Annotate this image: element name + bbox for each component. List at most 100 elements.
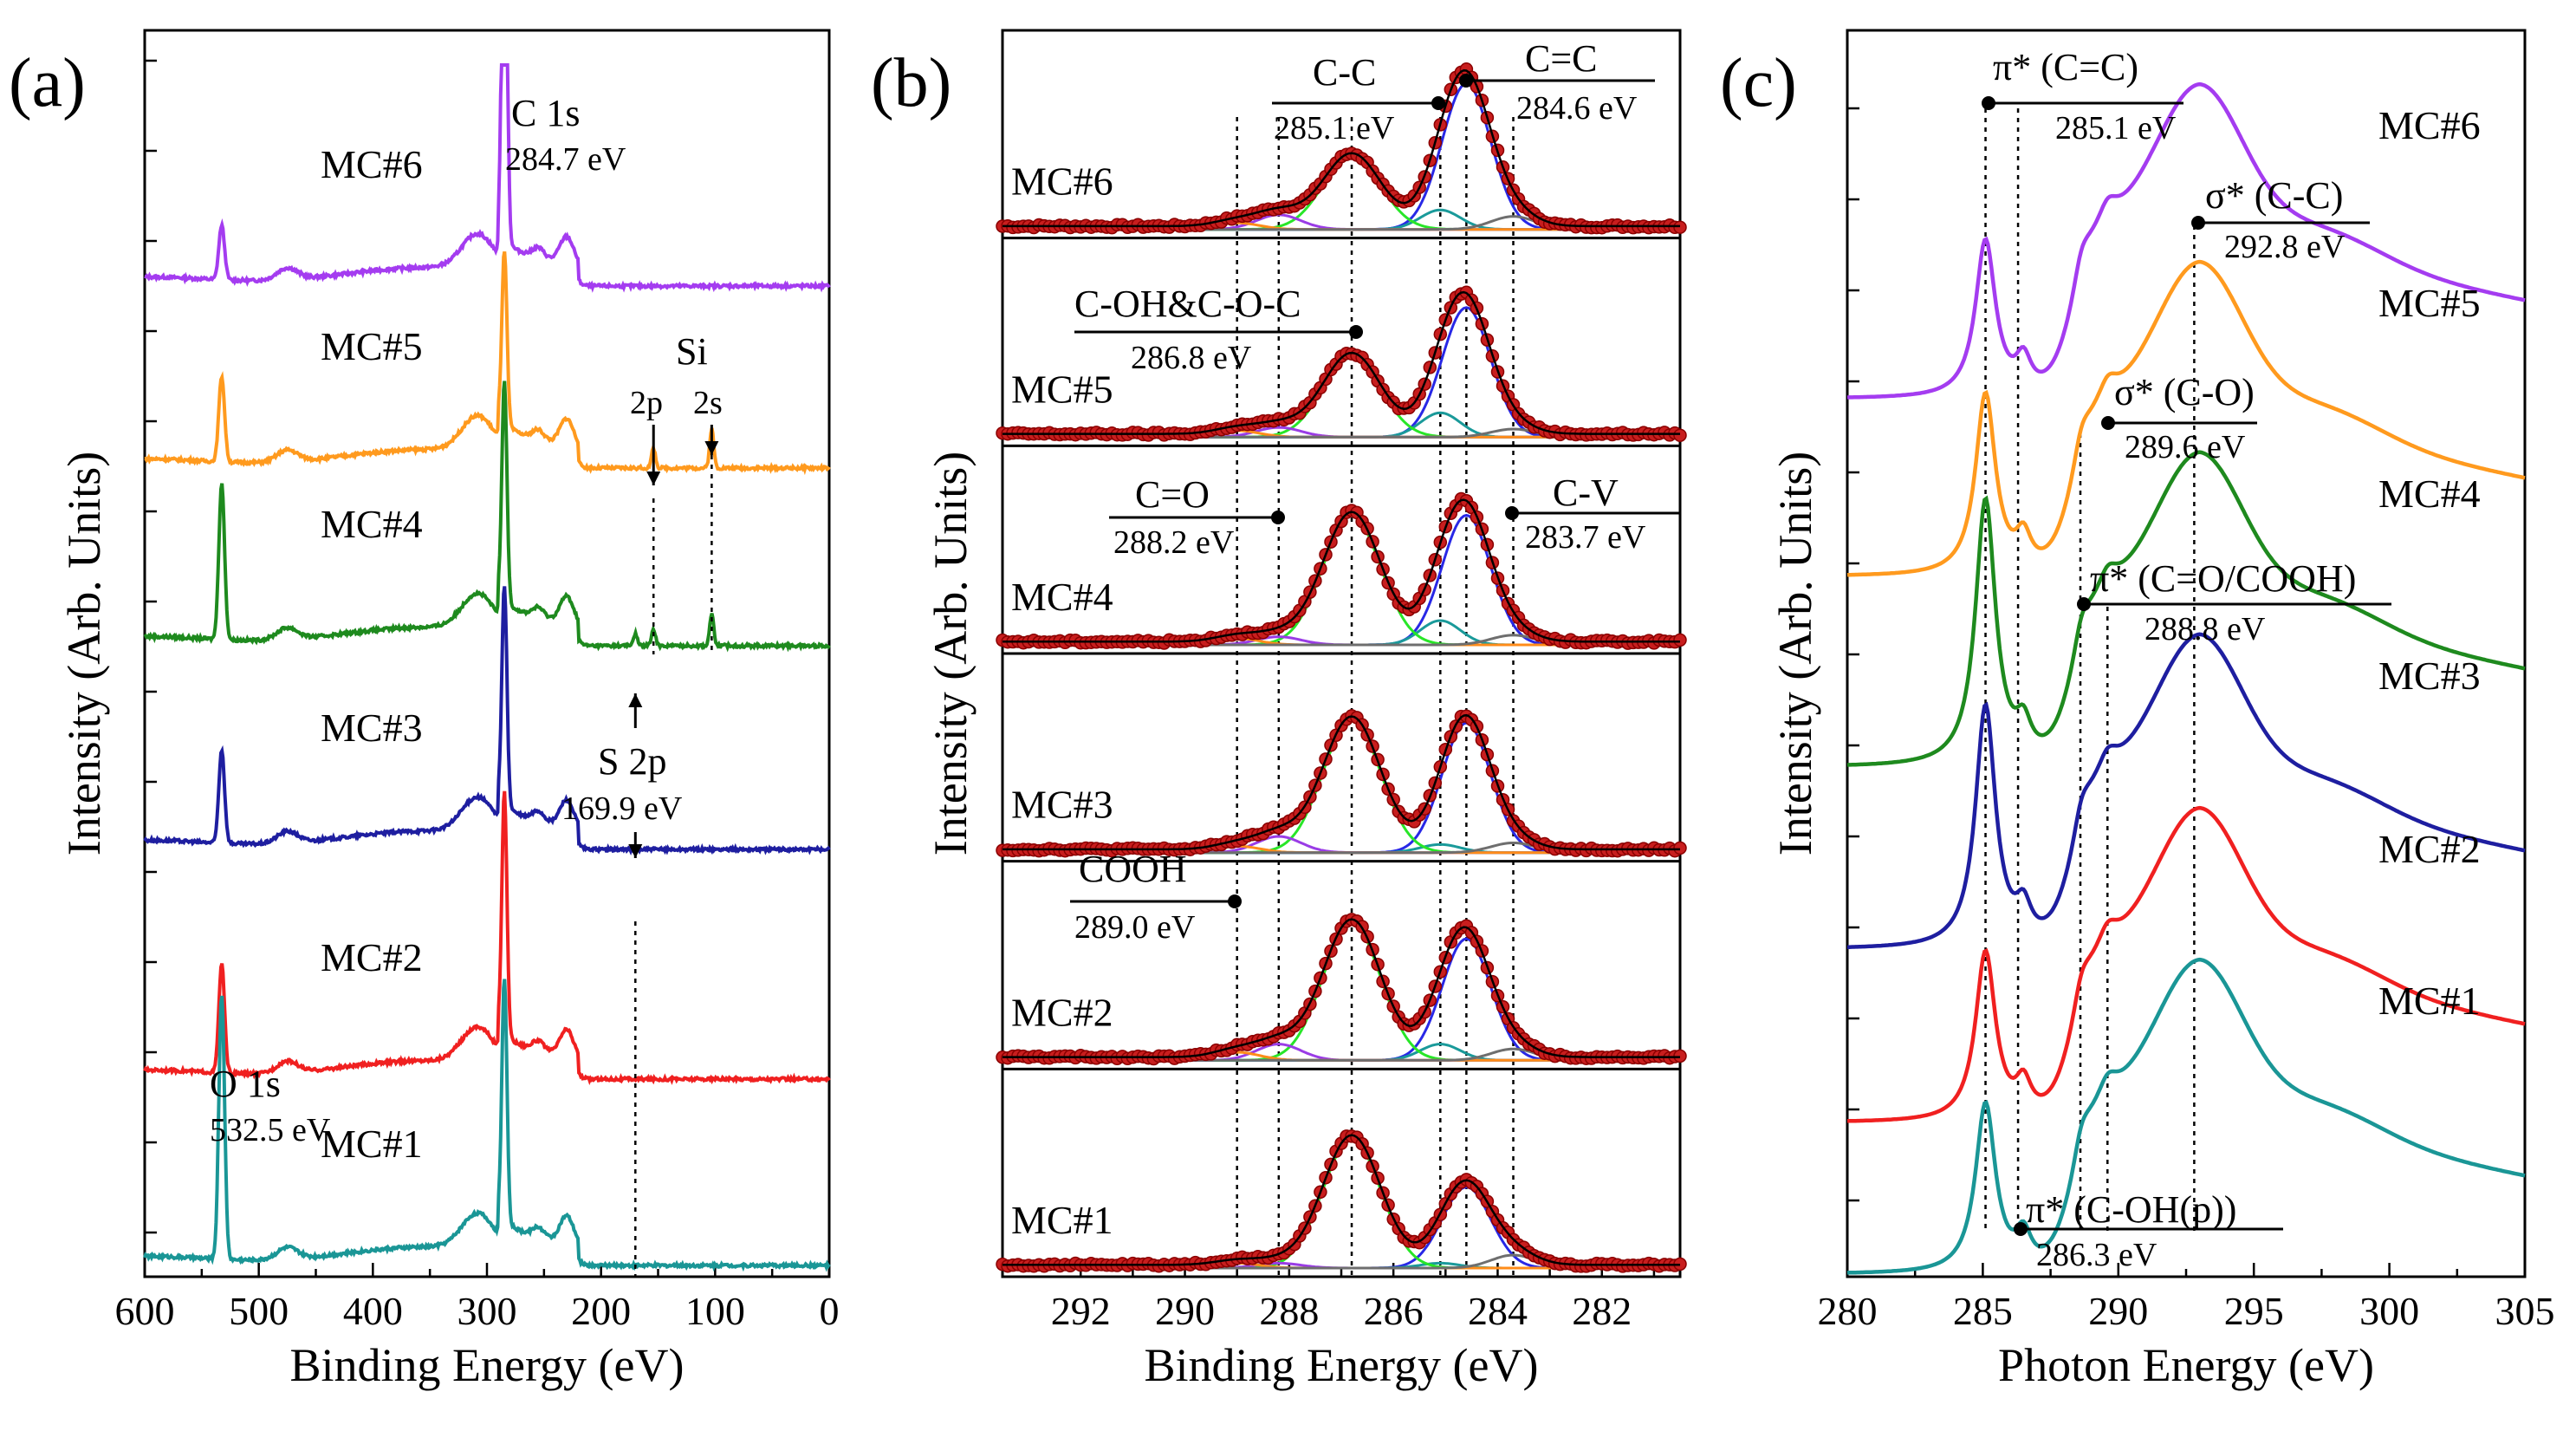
b-xtick-label: 286 [1364,1289,1424,1333]
co-label: C=O [1135,473,1210,516]
panel-a-arrows [628,425,719,1277]
a-s2p-arrow-down-head [628,844,643,858]
c-series-MC#1 [1846,957,2526,1275]
panel-c: (c) 280 285 290 295 300 305 MC#6MC#5MC#4MC#3M… [1720,29,2555,1391]
a-series-label: MC#2 [321,935,423,979]
b-fit-envelope [1002,1134,1680,1266]
panel-b: (b) 292 290 288 286 284 282 MC#6MC#5MC#4MC#3M… [871,29,1687,1391]
c-series-label: MC#1 [2378,979,2481,1023]
cv-label: C-V [1553,472,1619,514]
b-row-label: MC#3 [1011,783,1113,827]
c-series-label: MC#4 [2378,472,2481,516]
c-series-MC#5 [1846,259,2526,577]
cooh-marker [1228,894,1242,908]
panel-b-dotted-lines [1236,117,1515,1277]
pi-coh-marker [2014,1222,2028,1236]
panel-a: (a) 600 500 400 300 200 100 0 MC#6 MC#5 MC#4 MC#3… [9,29,840,1391]
cc-value: 285.1 eV [1274,110,1395,146]
cdc-value: 284.6 eV [1516,90,1638,127]
a-xtick-label: 100 [685,1289,745,1333]
c-xtick-label: 300 [2359,1289,2419,1333]
panel-c-xlabel: Photon Energy (eV) [1998,1339,2374,1391]
s2p-value: 169.9 eV [561,790,683,827]
coh-value: 286.8 eV [1131,340,1252,376]
panel-a-ylabel: Intensity (Arb. Units) [58,452,110,855]
a-series-MC#2 [143,790,831,1085]
a-series-MC#6 [144,63,831,293]
sigma-cc-marker [2191,216,2205,230]
b-fit-envelope [1002,290,1680,435]
a-series-label: MC#3 [321,706,423,750]
a-xtick-label: 200 [571,1289,631,1333]
pi-cc-label: π* (C=C) [1993,46,2138,88]
c-series-label: MC#5 [2378,281,2481,325]
a-series-label: MC#6 [321,142,423,186]
b-xtick-label: 292 [1051,1289,1111,1333]
cv-marker [1505,506,1519,520]
b-data-point [1673,220,1687,234]
panel-a-xlabel: Binding Energy (eV) [290,1339,685,1391]
coh-label: C-OH&C-O-C [1074,283,1301,325]
b-data-point [1673,841,1687,855]
cc-marker [1431,96,1445,110]
panel-c-x-ticks: 280 285 290 295 300 305 [1818,1263,2555,1333]
panel-c-curves: MC#6 MC#5 MC#4 MC#3 MC#2 MC#1 [1846,81,2526,1275]
panel-a-curves: MC#6 MC#5 MC#4 MC#3 MC#2 MC#1 [143,63,831,1272]
panel-a-x-ticks: 600 500 400 300 200 100 0 [115,1263,840,1333]
pi-cc-value: 285.1 eV [2055,110,2177,146]
a-series-label: MC#1 [321,1122,423,1166]
b-fit-envelope [1002,713,1680,851]
sigma-co-value: 289.6 eV [2125,429,2246,465]
cdc-label: C=C [1525,37,1598,80]
s2p-label: S 2p [598,740,666,783]
a-series-label: MC#5 [321,324,423,368]
panel-b-ylabel: Intensity (Arb. Units) [925,452,977,855]
sigma-cc-value: 292.8 eV [2224,229,2346,265]
sigma-co-label: σ* (C-O) [2114,371,2255,413]
c-xtick-label: 280 [1818,1289,1878,1333]
c-series-MC#3 [1847,632,2526,949]
a-si2s-arrow-head [704,441,719,455]
c-series-label: MC#6 [2378,103,2481,147]
a-series-MC#5 [144,250,831,476]
sigma-cc-label: σ* (C-C) [2205,174,2343,217]
co-value: 288.2 eV [1113,524,1235,561]
b-fit-envelope [1002,68,1680,228]
b-xtick-label: 290 [1155,1289,1215,1333]
b-row-label: MC#4 [1011,575,1113,619]
si-label: Si [676,330,708,373]
panel-c-letter: (c) [1720,45,1797,121]
a-series-MC#1 [143,979,831,1272]
c-xtick-label: 305 [2495,1289,2555,1333]
panel-c-dotted-lines [1984,108,2196,1231]
c-xtick-label: 290 [2088,1289,2148,1333]
o1s-label: O 1s [210,1063,281,1105]
b-fit-envelope [1002,498,1680,643]
pi-coh-label: π* (C-OH(p)) [2026,1188,2236,1231]
co-marker [1271,511,1285,524]
panel-b-x-ticks: 292 290 288 286 284 282 [1051,1263,1656,1333]
pi-coh-value: 286.3 eV [2036,1237,2157,1273]
a-xtick-label: 0 [820,1289,840,1333]
a-series-MC#4 [143,381,831,653]
pi-cc-marker [1982,96,1995,110]
b-data-point [1673,428,1687,442]
si-2p-label: 2p [630,385,663,421]
a-xtick-label: 500 [229,1289,289,1333]
a-series-MC#3 [143,586,831,855]
panel-c-ylabel: Intensity (Arb. Units) [1769,452,1821,855]
a-xtick-label: 600 [115,1289,175,1333]
a-si2p-arrow-head [646,472,661,485]
c1s-label: C 1s [511,92,580,134]
cv-value: 283.7 eV [1525,519,1646,556]
b-row-label: MC#6 [1011,159,1113,204]
b-xtick-label: 288 [1259,1289,1319,1333]
b-xtick-label: 282 [1572,1289,1632,1333]
b-fit-envelope [1002,918,1680,1058]
panel-b-xlabel: Binding Energy (eV) [1145,1339,1539,1391]
c-series-label: MC#3 [2378,654,2481,698]
c-series-MC#6 [1846,81,2526,400]
b-xtick-label: 284 [1468,1289,1528,1333]
c-xtick-label: 295 [2224,1289,2284,1333]
